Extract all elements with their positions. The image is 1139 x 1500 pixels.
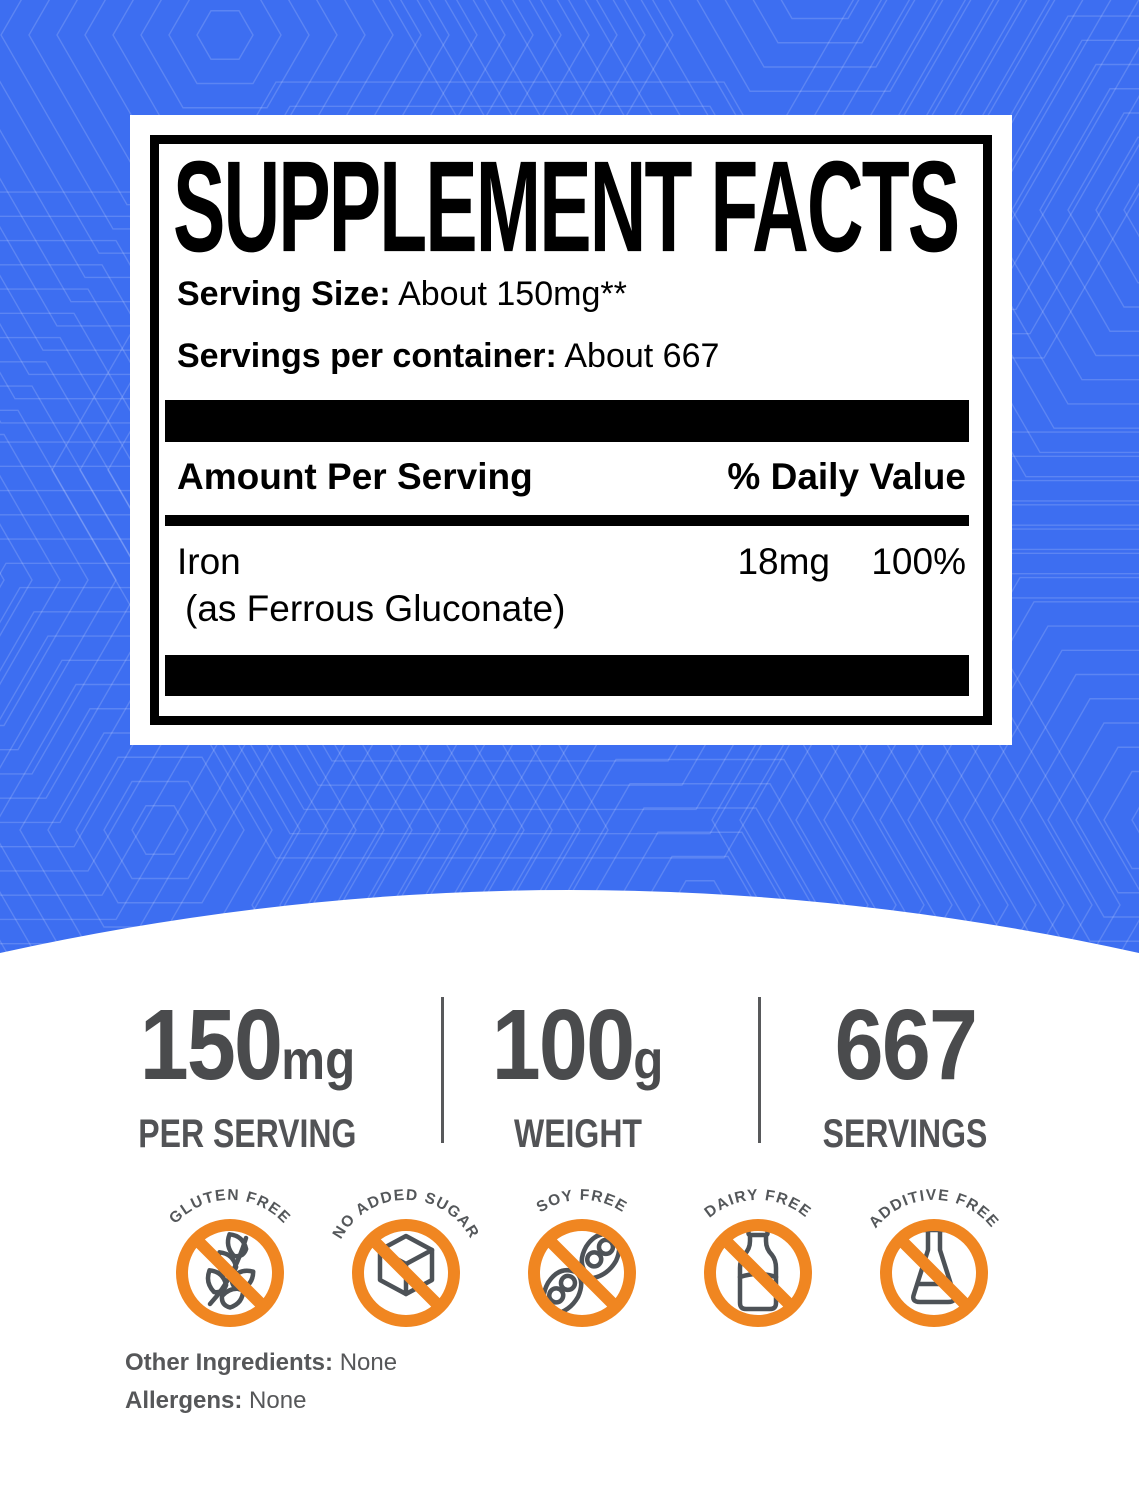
separator-bar-bottom (165, 655, 969, 696)
other-ingredients-value: None (339, 1349, 398, 1376)
serving-size-label: Serving Size: (177, 275, 391, 313)
stat-servings-value: 667 (834, 989, 977, 1101)
badge-additive-free: ADDITIVE FREE (854, 1178, 1014, 1338)
amount-per-serving-header: Amount Per Serving (177, 456, 533, 497)
svg-text:DAIRY FREE: DAIRY FREE (702, 1187, 815, 1222)
stat-weight: 100g WEIGHT (413, 995, 743, 1156)
prohibition-ring (880, 1219, 988, 1327)
servings-per-container-value: About 667 (564, 337, 720, 375)
curved-divider (0, 890, 1139, 991)
facts-title: SUPPLEMENT FACTS (173, 134, 960, 280)
badge-gluten-free: GLUTEN FREE (150, 1178, 310, 1338)
prohibition-ring (704, 1219, 812, 1327)
allergens-label: Allergens: (125, 1387, 243, 1414)
stat-divider-1 (441, 997, 444, 1143)
supplement-facts-card: SUPPLEMENT FACTS Serving Size: About 150… (130, 115, 1012, 745)
stat-servings-label: SERVINGS (822, 1112, 988, 1156)
separator-bar-top (165, 400, 969, 442)
stat-per-serving-label: PER SERVING (137, 1112, 357, 1156)
badge-soy-free: SOY FREE (502, 1178, 662, 1338)
svg-text:SOY FREE: SOY FREE (534, 1187, 631, 1216)
prohibition-ring (352, 1219, 460, 1327)
prohibition-ring (528, 1219, 636, 1327)
stat-per-serving: 150mg PER SERVING (82, 995, 412, 1156)
other-ingredients-label: Other Ingredients: (125, 1349, 334, 1376)
prohibition-ring (176, 1219, 284, 1327)
servings-per-container-label: Servings per container: (177, 337, 557, 375)
allergens-value: None (249, 1387, 307, 1414)
allergens-line: Allergens: None (125, 1386, 306, 1416)
servings-per-container-line: Servings per container: About 667 (177, 336, 719, 376)
other-ingredients-line: Other Ingredients: None (125, 1348, 397, 1378)
nutrient-form: (as Ferrous Gluconate) (185, 588, 566, 629)
stat-servings: 667 SERVINGS (740, 995, 1070, 1156)
badge-no-added-sugar: NO ADDED SUGAR (326, 1178, 486, 1338)
badge-dairy-free: DAIRY FREE (678, 1178, 838, 1338)
stat-weight-value: 100g (492, 989, 664, 1101)
facts-border-box (150, 135, 992, 725)
stat-weight-label: WEIGHT (513, 1112, 642, 1156)
stat-divider-2 (758, 997, 761, 1143)
nutrient-amount: 18mg (737, 541, 830, 582)
header-rule (165, 515, 969, 526)
daily-value-header: % Daily Value (727, 456, 966, 497)
facts-content: SUPPLEMENT FACTS Serving Size: About 150… (159, 134, 983, 716)
serving-size-value: About 150mg** (398, 275, 627, 313)
nutrient-daily-value: 100% (871, 541, 966, 582)
serving-size-line: Serving Size: About 150mg** (177, 274, 627, 314)
nutrient-name: Iron (177, 541, 241, 582)
stat-per-serving-value: 150mg (139, 989, 355, 1101)
svg-text:NO ADDED SUGAR: NO ADDED SUGAR (330, 1187, 483, 1242)
